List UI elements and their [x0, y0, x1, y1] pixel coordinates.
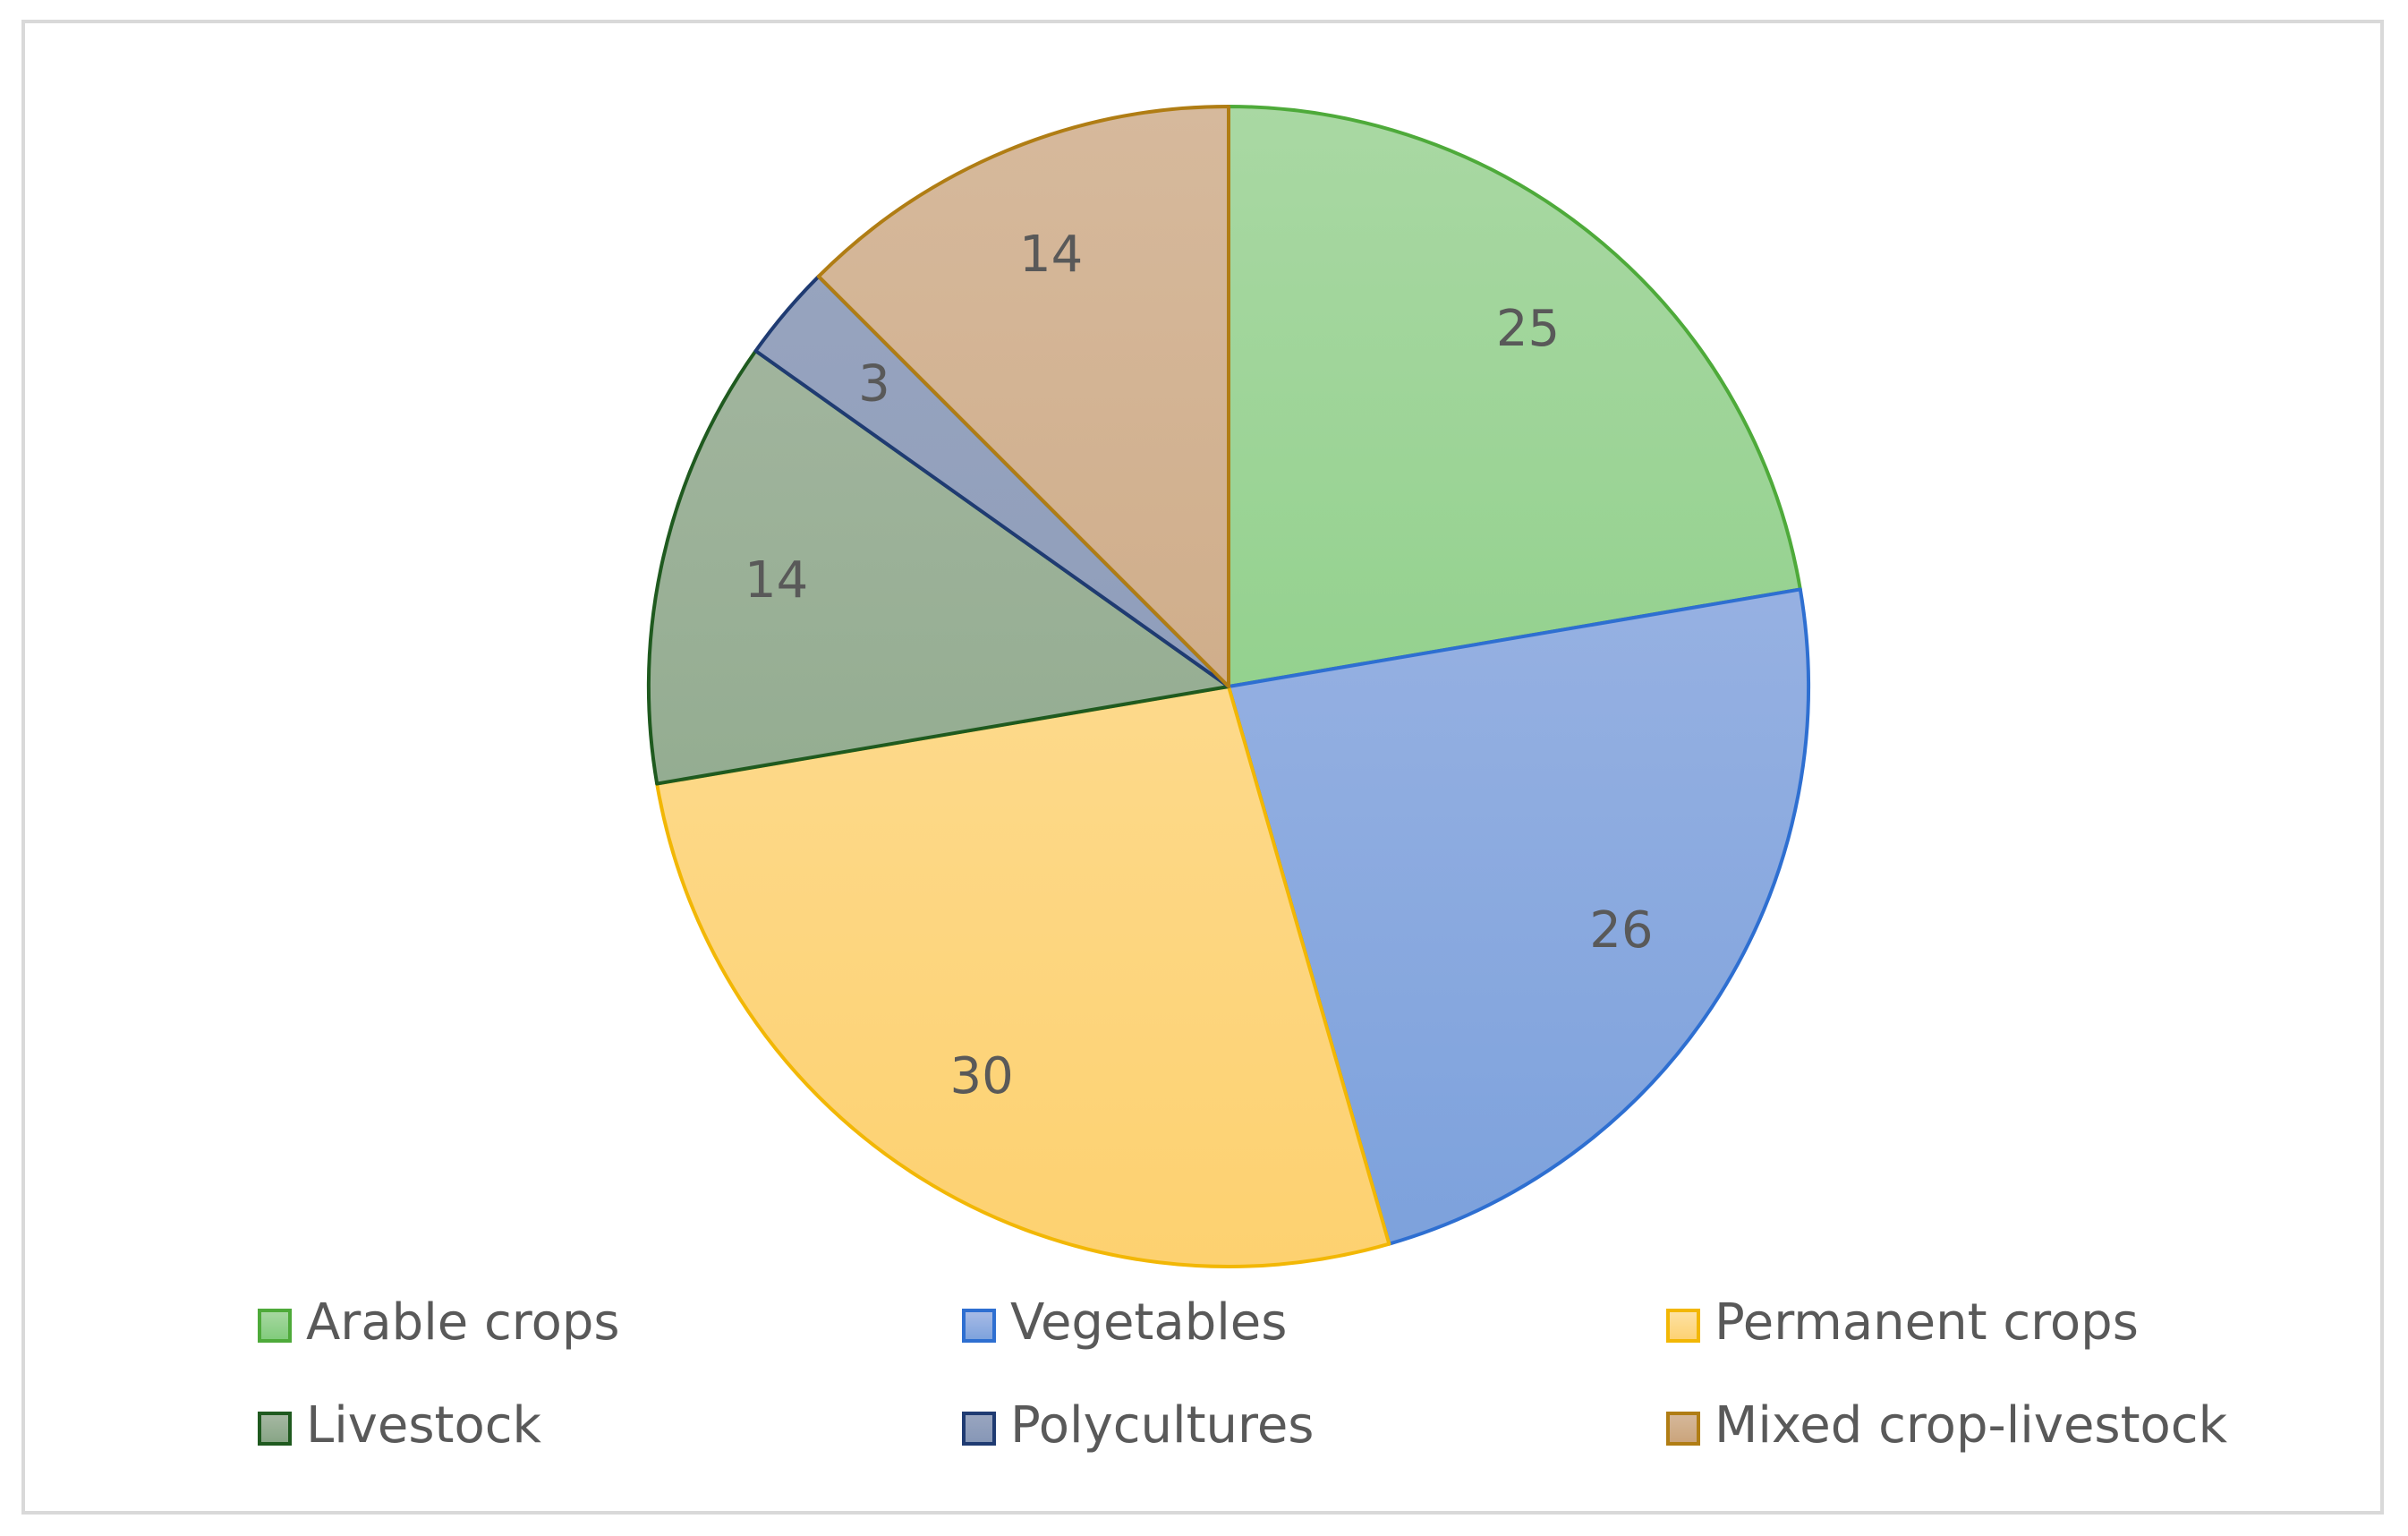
legend-swatch-arable-crops [258, 1309, 292, 1343]
slice-arable-crops [1227, 105, 1802, 688]
legend-swatch-permanent-crops [1666, 1309, 1700, 1343]
slice-vegetables [1227, 587, 1810, 1246]
legend-label-permanent-crops: Permanent crops [1715, 1293, 2139, 1352]
data-labels: 25 26 30 14 3 14 [745, 226, 1654, 1105]
legend-label-mixed-crop-livestock: Mixed crop-livestock [1715, 1396, 2228, 1455]
data-label-permanent-crops: 30 [950, 1047, 1014, 1105]
legend-swatch-mixed-crop-livestock [1666, 1412, 1700, 1446]
slice-mixed-crop-livestock [816, 105, 1230, 688]
data-label-mixed-crop-livestock: 14 [1019, 226, 1083, 284]
legend-item-mixed-crop-livestock: Mixed crop-livestock [1666, 1396, 2228, 1455]
legend-label-livestock: Livestock [306, 1396, 542, 1455]
legend-swatch-livestock [258, 1412, 292, 1446]
legend-item-arable-crops: Arable crops [258, 1293, 620, 1352]
legend-item-polycultures: Polycultures [962, 1396, 1314, 1455]
slice-permanent-crops [655, 685, 1391, 1268]
legend: Arable crops Vegetables Permanent crops Liv… [258, 1293, 2228, 1455]
legend-label-arable-crops: Arable crops [306, 1293, 620, 1352]
data-label-vegetables: 26 [1589, 901, 1653, 960]
slice-livestock [647, 349, 1230, 786]
data-label-livestock: 14 [745, 551, 808, 610]
pie-slices [647, 105, 1810, 1268]
legend-item-vegetables: Vegetables [962, 1293, 1287, 1352]
legend-label-vegetables: Vegetables [1010, 1293, 1287, 1352]
data-label-polycultures: 3 [858, 355, 890, 414]
legend-label-polycultures: Polycultures [1010, 1396, 1314, 1455]
legend-item-livestock: Livestock [258, 1396, 542, 1455]
legend-item-permanent-crops: Permanent crops [1666, 1293, 2139, 1352]
legend-swatch-vegetables [962, 1309, 996, 1343]
legend-swatch-polycultures [962, 1412, 996, 1446]
data-label-arable-crops: 25 [1496, 300, 1560, 358]
